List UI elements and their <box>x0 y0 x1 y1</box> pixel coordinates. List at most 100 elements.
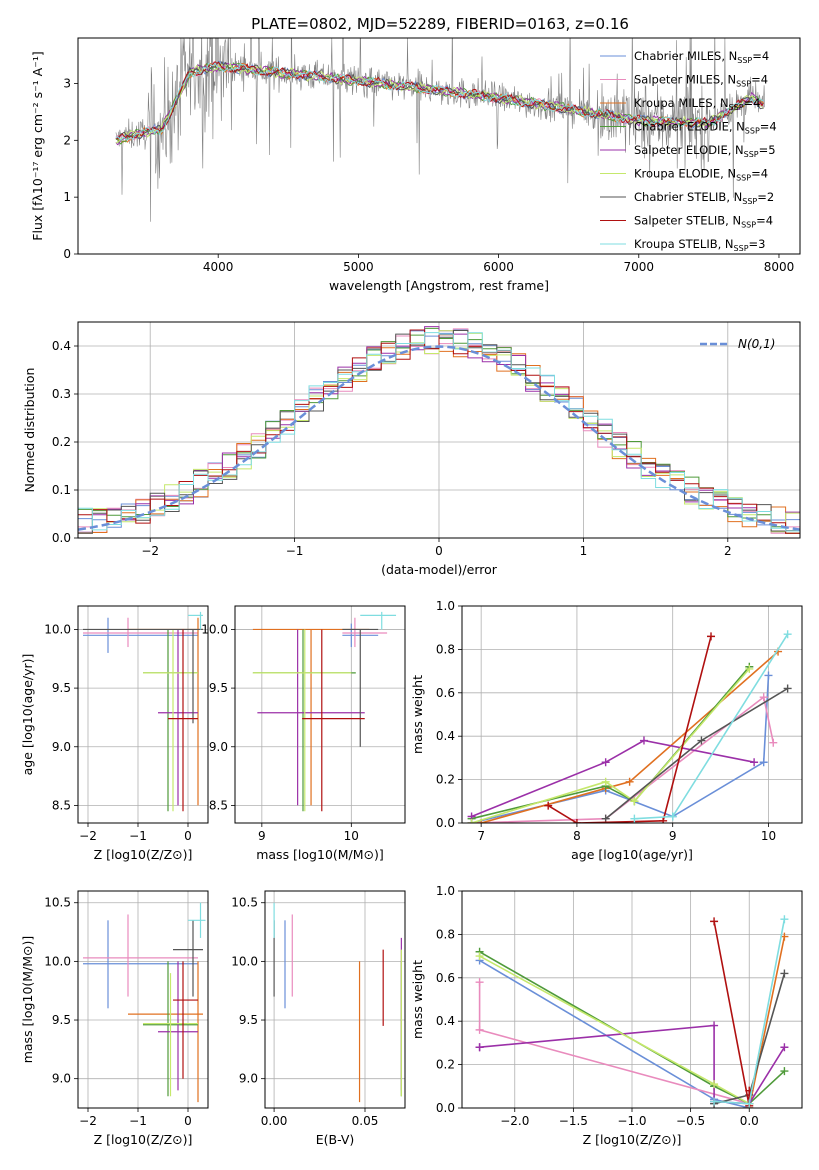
model-spectrum <box>115 60 764 140</box>
series-line <box>748 936 786 1108</box>
weight-series <box>710 915 789 1108</box>
y-axis-label: Flux [fλ10⁻¹⁷ erg cm⁻² s⁻¹ A⁻¹] <box>30 51 45 240</box>
errorbar-point <box>360 611 397 630</box>
y-tick-label: 0.2 <box>436 1058 455 1072</box>
x-tick-label: 0.00 <box>261 1114 288 1128</box>
y-tick-label: 0.4 <box>52 339 71 353</box>
x-tick-label: 7 <box>477 829 485 843</box>
weight-series <box>630 630 792 823</box>
y-axis-label: Normed distribution <box>22 368 37 493</box>
series-point <box>475 1025 484 1034</box>
x-tick-label: −0.5 <box>676 1114 705 1128</box>
y-tick-label: 0.0 <box>52 531 71 545</box>
legend: N(0,1) <box>700 337 775 351</box>
series-point <box>769 738 778 747</box>
x-tick-label: 4000 <box>203 260 234 274</box>
errorbar-point <box>158 629 198 806</box>
plot-area <box>115 38 765 222</box>
series-point <box>475 978 484 987</box>
legend-entry: Salpeter ELODIE, NSSP=5 <box>634 143 776 159</box>
plot-area <box>83 611 203 812</box>
model-spectrum <box>115 62 764 142</box>
x-tick-label: 0 <box>184 829 192 843</box>
series-line <box>713 921 750 1106</box>
x-tick-label: −1 <box>129 829 147 843</box>
series-point <box>572 819 581 823</box>
x-tick-label: 10 <box>761 829 776 843</box>
weight-series <box>475 978 754 1108</box>
x-tick-label: 0 <box>184 1114 192 1128</box>
x-tick-label: 9 <box>258 829 266 843</box>
weight-series <box>467 736 759 821</box>
series-point <box>780 915 789 924</box>
errorbar-point <box>302 629 365 812</box>
y-tick-label: 9.5 <box>52 1013 71 1027</box>
y-tick-label: 0.6 <box>436 971 455 985</box>
panel-mass-ebv: 0.00 0.05 9.0 9.5 10.0 10.5 E(B-V) <box>231 890 406 1147</box>
y-tick-label: 10.0 <box>201 622 228 636</box>
legend-entry: Kroupa STELIB, NSSP=3 <box>634 237 765 253</box>
observed-spectrum <box>115 38 765 222</box>
x-axis-label: mass [log10(M/M⊙)] <box>256 847 384 862</box>
panel-age-mass: 9 10 8.5 9.0 9.5 10.0 mass [log10(M/M⊙)] <box>201 605 406 862</box>
legend-entry: Chabrier ELODIE, NSSP=4 <box>634 120 777 136</box>
y-tick-label: 0.0 <box>436 1101 455 1115</box>
series-point <box>780 1067 789 1076</box>
x-tick-label: 10 <box>344 829 359 843</box>
errorbar-point <box>83 617 198 653</box>
series-point <box>710 1097 719 1106</box>
errorbar-point <box>173 920 203 997</box>
histogram-series <box>78 332 800 532</box>
series-line <box>479 951 785 1105</box>
series-line <box>471 695 775 823</box>
y-tick-label: 0.6 <box>436 686 455 700</box>
x-tick-label: −2.0 <box>500 1114 529 1128</box>
y-tick-label: 0.8 <box>436 642 455 656</box>
y-tick-label: 9.5 <box>52 681 71 695</box>
weight-series <box>467 693 778 823</box>
y-tick-label: 0.8 <box>436 927 455 941</box>
x-tick-label: −2 <box>141 544 159 558</box>
errorbar-point <box>257 629 365 806</box>
x-tick-label: −2 <box>79 1114 97 1128</box>
x-tick-label: 2 <box>724 544 732 558</box>
legend-entry: Salpeter MILES, NSSP=4 <box>634 73 768 89</box>
series-point <box>625 777 634 786</box>
series-point <box>639 736 648 745</box>
plot-frame <box>461 890 803 1109</box>
y-tick-label: 0 <box>63 247 71 261</box>
y-tick-label: 1.0 <box>436 884 455 898</box>
series-point <box>745 1099 754 1108</box>
series-point <box>745 664 754 673</box>
y-tick-label: 9.5 <box>239 1013 258 1027</box>
series-point <box>697 736 706 745</box>
series-line <box>479 955 750 1105</box>
series-point <box>601 777 610 786</box>
x-axis-label: wavelength [Angstrom, rest frame] <box>329 278 549 293</box>
weight-series <box>467 662 754 823</box>
errorbar-point <box>342 628 379 747</box>
y-tick-label: 9.0 <box>209 740 228 754</box>
series-point <box>710 917 719 926</box>
panel-weight-age: 7 8 9 10 0.0 0.2 0.4 0.6 0.8 1.0 age [log10(age/yr… <box>410 599 803 862</box>
plot-area <box>83 902 206 1103</box>
weight-series <box>475 952 754 1108</box>
plot-area <box>252 611 397 812</box>
series-point <box>759 693 768 702</box>
plot-frame <box>461 605 803 824</box>
y-tick-label: 0.0 <box>436 816 455 830</box>
series-point <box>710 1021 719 1030</box>
weight-series <box>601 684 792 823</box>
errorbar-point <box>342 617 388 648</box>
y-axis-label: mass [log10(M/M⊙)] <box>20 936 35 1064</box>
series-point <box>630 797 639 806</box>
x-axis-label: (data-model)/error <box>381 562 498 577</box>
series-point <box>759 758 768 767</box>
series-point <box>601 814 610 823</box>
x-tick-label: 0.0 <box>740 1114 759 1128</box>
plot-frame <box>264 890 406 1109</box>
y-tick-label: 1 <box>63 190 71 204</box>
errorbar-point <box>83 920 198 1009</box>
normal-reference-curve <box>78 345 800 531</box>
series-point <box>783 630 792 639</box>
